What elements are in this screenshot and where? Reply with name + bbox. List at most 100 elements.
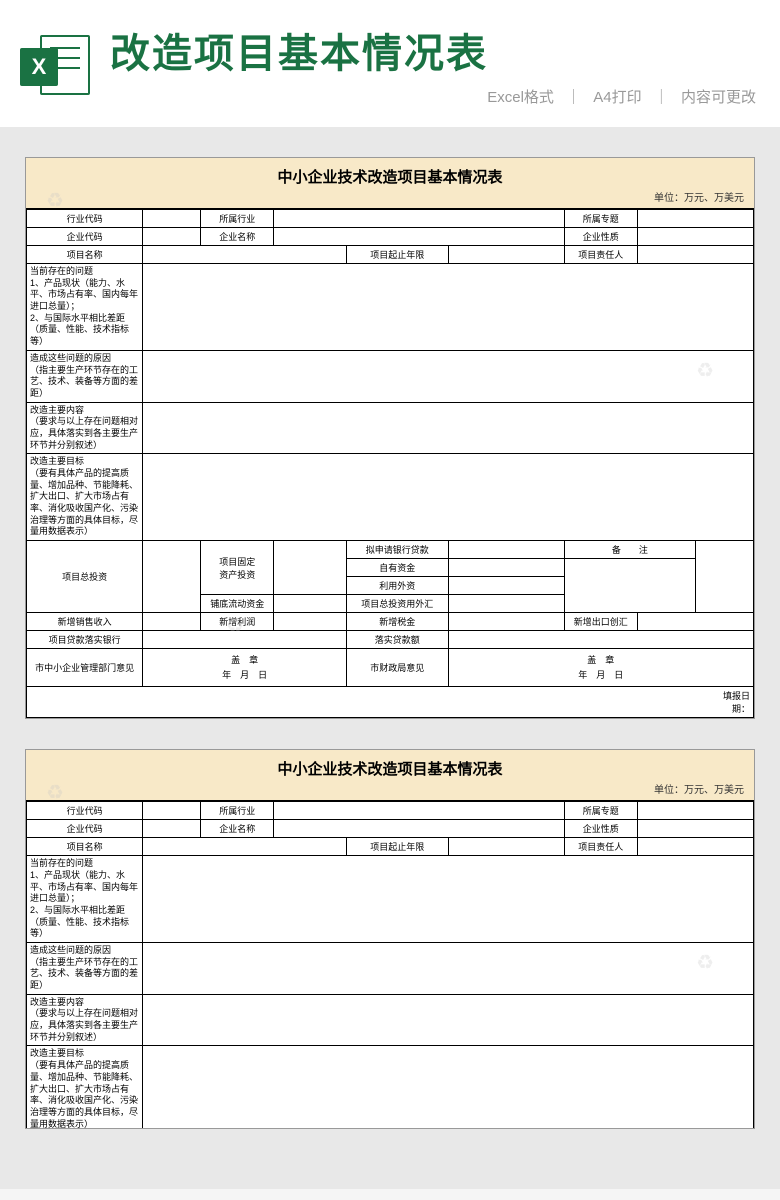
label-cause: 造成这些问题的原因 （指主要生产环节存在的工艺、技术、装备等方面的差距）	[27, 350, 143, 402]
label-topic: 所属专题	[564, 210, 637, 228]
label-foreign: 利用外资	[346, 577, 448, 595]
page-header: X 改造项目基本情况表 Excel格式 ｜ A4打印 ｜ 内容可更改	[0, 0, 780, 127]
stamp-area-2: 盖 章 年 月 日	[448, 649, 753, 687]
value-cell	[143, 613, 201, 631]
value-cell	[143, 1046, 754, 1129]
label-loan-amount: 落实贷款额	[346, 631, 448, 649]
label-enterprise-code: 企业代码	[27, 820, 143, 838]
value-cell	[143, 942, 754, 994]
value-cell	[448, 246, 564, 264]
label-content: 改造主要内容 （要求与以上存在问题相对应，具体落实到各主要生产环节并分别叙述）	[27, 994, 143, 1046]
label-bottom-fund: 铺底流动资金	[201, 595, 274, 613]
label-industry-code: 行业代码	[27, 802, 143, 820]
label-target: 改造主要目标 （要有具体产品的提高质量、增加品种、节能降耗、扩大出口、扩大市场占…	[27, 454, 143, 541]
divider: ｜	[566, 89, 581, 106]
date-label: 年 月 日	[146, 668, 343, 682]
value-cell	[564, 559, 695, 613]
value-cell	[143, 228, 201, 246]
label-project-duration: 项目起止年限	[346, 838, 448, 856]
label-forex: 项目总投资用外汇	[346, 595, 448, 613]
value-cell	[637, 613, 753, 631]
value-cell	[143, 264, 754, 351]
label-content: 改造主要内容 （要求与以上存在问题相对应，具体落实到各主要生产环节并分别叙述）	[27, 402, 143, 454]
label-project-duration: 项目起止年限	[346, 246, 448, 264]
sheet-header: 中小企业技术改造项目基本情况表 单位：万元、万美元	[26, 158, 754, 209]
value-cell	[448, 577, 564, 595]
main-title: 改造项目基本情况表	[110, 30, 760, 78]
value-cell	[143, 820, 201, 838]
value-cell	[143, 631, 347, 649]
label-loan-bank: 项目贷款落实银行	[27, 631, 143, 649]
stamp-label: 盖 章	[146, 653, 343, 667]
value-cell	[637, 228, 753, 246]
document-title: 中小企业技术改造项目基本情况表	[36, 758, 744, 779]
label-sme-opinion: 市中小企业管理部门意见	[27, 649, 143, 687]
value-cell	[143, 802, 201, 820]
stamp-area-1: 盖 章 年 月 日	[143, 649, 347, 687]
divider: ｜	[654, 89, 669, 106]
label-topic: 所属专题	[564, 802, 637, 820]
label-enterprise-name: 企业名称	[201, 228, 274, 246]
stamp-label: 盖 章	[452, 653, 750, 667]
label-current-problems: 当前存在的问题 1、产品现状（能力、水平、市场占有率、国内每年进口总量）； 2、…	[27, 264, 143, 351]
subtitle-part-2: A4打印	[593, 89, 641, 106]
label-new-income: 新增销售收入	[27, 613, 143, 631]
label-industry: 所属行业	[201, 802, 274, 820]
label-enterprise-name: 企业名称	[201, 820, 274, 838]
label-bank-loan: 拟申请银行贷款	[346, 541, 448, 559]
excel-badge: X	[20, 48, 58, 86]
value-cell	[143, 838, 347, 856]
value-cell	[695, 541, 753, 613]
preview-area: ♻ ♻ ♻ 中小企业技术改造项目基本情况表 单位：万元、万美元 行业代码 所属行…	[0, 127, 780, 1189]
subtitle: Excel格式 ｜ A4打印 ｜ 内容可更改	[110, 86, 760, 107]
value-cell	[448, 838, 564, 856]
label-project-owner: 项目责任人	[564, 838, 637, 856]
subtitle-part-1: Excel格式	[487, 89, 554, 106]
label-cause: 造成这些问题的原因 （指主要生产环节存在的工艺、技术、装备等方面的差距）	[27, 942, 143, 994]
value-cell	[143, 541, 201, 613]
value-cell	[448, 613, 564, 631]
unit-label: 单位：万元、万美元	[36, 189, 744, 204]
value-cell	[637, 246, 753, 264]
value-cell	[143, 402, 754, 454]
value-cell	[143, 994, 754, 1046]
label-new-profit: 新增利润	[201, 613, 274, 631]
value-cell	[274, 802, 565, 820]
sheet-preview-2: ♻ ♻ 中小企业技术改造项目基本情况表 单位：万元、万美元 行业代码 所属行业 …	[25, 749, 755, 1129]
value-cell	[143, 210, 201, 228]
label-new-export: 新增出口创汇	[564, 613, 637, 631]
label-total-invest: 项目总投资	[27, 541, 143, 613]
value-cell	[637, 838, 753, 856]
label-target: 改造主要目标 （要有具体产品的提高质量、增加品种、节能降耗、扩大出口、扩大市场占…	[27, 1046, 143, 1129]
value-cell	[274, 595, 347, 613]
unit-label: 单位：万元、万美元	[36, 781, 744, 796]
value-cell	[274, 820, 565, 838]
value-cell	[274, 228, 565, 246]
label-current-problems: 当前存在的问题 1、产品现状（能力、水平、市场占有率、国内每年进口总量）； 2、…	[27, 856, 143, 943]
excel-icon: X	[20, 30, 90, 100]
title-block: 改造项目基本情况表 Excel格式 ｜ A4打印 ｜ 内容可更改	[110, 30, 760, 107]
value-cell	[143, 454, 754, 541]
value-cell	[143, 246, 347, 264]
label-enterprise-nature: 企业性质	[564, 820, 637, 838]
label-industry-code: 行业代码	[27, 210, 143, 228]
form-table: 行业代码 所属行业 所属专题 企业代码 企业名称 企业性质 项目名称 项目起止年…	[26, 209, 754, 718]
label-enterprise-nature: 企业性质	[564, 228, 637, 246]
date-label: 年 月 日	[452, 668, 750, 682]
label-enterprise-code: 企业代码	[27, 228, 143, 246]
value-cell	[448, 631, 753, 649]
label-finance-opinion: 市财政局意见	[346, 649, 448, 687]
subtitle-part-3: 内容可更改	[681, 89, 756, 106]
label-new-tax: 新增税金	[346, 613, 448, 631]
value-cell	[143, 856, 754, 943]
label-fixed-invest: 项目固定 资产投资	[201, 541, 274, 595]
value-cell	[448, 541, 564, 559]
value-cell	[274, 613, 347, 631]
label-industry: 所属行业	[201, 210, 274, 228]
value-cell	[637, 802, 753, 820]
value-cell	[448, 595, 564, 613]
value-cell	[143, 350, 754, 402]
sheet-header: 中小企业技术改造项目基本情况表 单位：万元、万美元	[26, 750, 754, 801]
label-project-owner: 项目责任人	[564, 246, 637, 264]
value-cell	[274, 541, 347, 595]
